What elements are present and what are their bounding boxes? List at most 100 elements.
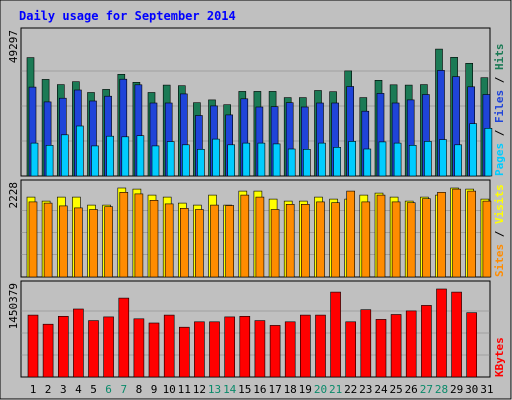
kbytes-bar [239,315,251,378]
sites-bar [210,204,219,278]
sites-visits-ymax-label: 2228 [7,182,20,209]
sites-bar [43,202,53,278]
sites-bar [164,203,174,278]
pages-bar [182,144,190,177]
kbytes-bar [224,316,235,378]
kbytes-bar [163,314,175,378]
sites-bar [89,209,98,278]
pages-bar [363,148,372,177]
x-axis-labels: 1 2 3 4 5 6 7 8 9 10 11 12 13 14 15 16 17 18 19 20 21 22 23 24 2… [30,383,494,396]
kbytes-panel: 1450379 KBytes [7,280,506,378]
x-tick-label: 14 [223,383,237,396]
sites-bar [195,209,204,278]
pages-bar [439,139,447,177]
x-tick-label: 6 [105,383,112,396]
x-tick-label: 25 [389,383,402,396]
kbytes-bar [148,322,160,378]
hits-files-pages-legend-separator: / [493,70,506,90]
sites-bar [482,200,492,278]
pages-bar [76,125,84,177]
sites-bar [28,201,38,278]
pages-bar [454,144,462,177]
kbytes-ymax-label: 1450379 [7,283,20,329]
x-tick-label: 20 [314,383,327,396]
sites-bar [391,201,401,278]
sites-visits-legend-visits: Visits [493,184,506,224]
pages-bar [91,145,99,177]
sites-bar [119,192,129,278]
x-tick-label: 26 [405,383,418,396]
sites-bar [74,207,83,278]
x-tick-label: 18 [284,383,297,396]
hits-files-pages-ymax-label: 49297 [7,30,20,63]
kbytes-bar [209,321,220,378]
sites-bar [58,205,68,278]
sites-bar [240,194,250,278]
pages-bar [197,149,205,177]
pages-bar [484,128,493,177]
pages-bar [408,145,417,177]
kbytes-bar [133,318,145,378]
sites-bar [285,204,295,278]
x-tick-label: 13 [208,383,221,396]
sites-bar [149,200,159,278]
kbytes-bar [88,320,99,378]
x-tick-label: 28 [435,383,448,396]
pages-bar [121,136,130,177]
hits-files-pages-legend-hits: Hits [493,44,506,71]
sites-bar [270,209,280,278]
kbytes-bar [330,291,341,378]
pages-bar [30,142,39,177]
kbytes-bar [390,314,402,378]
sites-bar [346,190,356,278]
x-tick-label: 22 [344,383,357,396]
x-tick-label: 24 [374,383,388,396]
x-tick-label: 17 [268,383,281,396]
x-tick-label: 8 [136,383,143,396]
x-tick-label: 2 [45,383,52,396]
hits-files-pages-legend-pages: Pages [493,143,506,176]
pages-bar [287,148,296,177]
pages-bar [469,123,478,177]
x-tick-label: 19 [299,383,312,396]
kbytes-bar [42,323,54,378]
sites-bar [134,193,144,278]
x-tick-label: 12 [193,383,206,396]
kbytes-bar [73,308,84,378]
kbytes-bar [194,321,205,378]
pages-bar [151,145,160,177]
kbytes-legend-kbytes: KBytes [493,337,506,377]
pages-bar [212,138,220,177]
sites-bar [316,201,325,278]
pages-bar [257,142,266,177]
pages-bar [348,141,357,177]
x-tick-label: 30 [465,383,478,396]
kbytes-bar [345,321,357,378]
kbytes-bar [57,315,69,378]
kbytes-bar [421,305,432,378]
kbytes-bar [254,320,266,378]
pages-bar [378,141,387,177]
kbytes-bar [103,316,114,378]
x-tick-label: 23 [359,383,372,396]
sites-bar [422,198,431,278]
kbytes-bar [299,314,311,378]
pages-bar [136,135,145,177]
x-tick-label: 10 [163,383,176,396]
kbytes-bar [284,321,296,378]
x-tick-label: 9 [151,383,158,396]
pages-bar [106,135,114,177]
sites-bar [225,205,234,278]
sites-bar [467,190,477,278]
sites-bar [452,188,461,278]
x-tick-label: 27 [420,383,433,396]
pages-bar [424,141,432,177]
pages-bar [272,143,281,177]
pages-bar [302,149,311,177]
hits-files-pages-legend-files: Files [493,90,506,123]
pages-bar [242,142,251,177]
kbytes-bar [405,310,417,378]
kbytes-bar [375,319,387,378]
